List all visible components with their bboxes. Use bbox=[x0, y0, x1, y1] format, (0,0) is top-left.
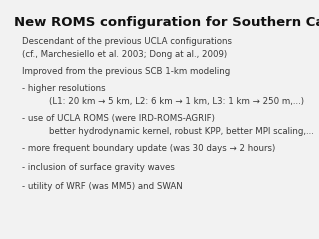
Text: (cf., Marchesiello et al. 2003; Dong at al., 2009): (cf., Marchesiello et al. 2003; Dong at … bbox=[22, 50, 227, 59]
Text: better hydrodynamic kernel, robust KPP, better MPI scaling,...: better hydrodynamic kernel, robust KPP, … bbox=[49, 127, 314, 136]
Text: - use of UCLA ROMS (were IRD-ROMS-AGRIF): - use of UCLA ROMS (were IRD-ROMS-AGRIF) bbox=[22, 114, 215, 123]
Text: - more frequent boundary update (was 30 days → 2 hours): - more frequent boundary update (was 30 … bbox=[22, 144, 276, 153]
Text: New ROMS configuration for Southern California Bight: New ROMS configuration for Southern Cali… bbox=[14, 16, 319, 28]
Text: (L1: 20 km → 5 km, L2: 6 km → 1 km, L3: 1 km → 250 m,...): (L1: 20 km → 5 km, L2: 6 km → 1 km, L3: … bbox=[49, 97, 304, 106]
Text: Descendant of the previous UCLA configurations: Descendant of the previous UCLA configur… bbox=[22, 37, 232, 46]
Text: - utility of WRF (was MM5) and SWAN: - utility of WRF (was MM5) and SWAN bbox=[22, 182, 183, 191]
Text: Improved from the previous SCB 1-km modeling: Improved from the previous SCB 1-km mode… bbox=[22, 67, 231, 76]
Text: - higher resolutions: - higher resolutions bbox=[22, 84, 106, 93]
Text: - inclusion of surface gravity waves: - inclusion of surface gravity waves bbox=[22, 163, 175, 172]
